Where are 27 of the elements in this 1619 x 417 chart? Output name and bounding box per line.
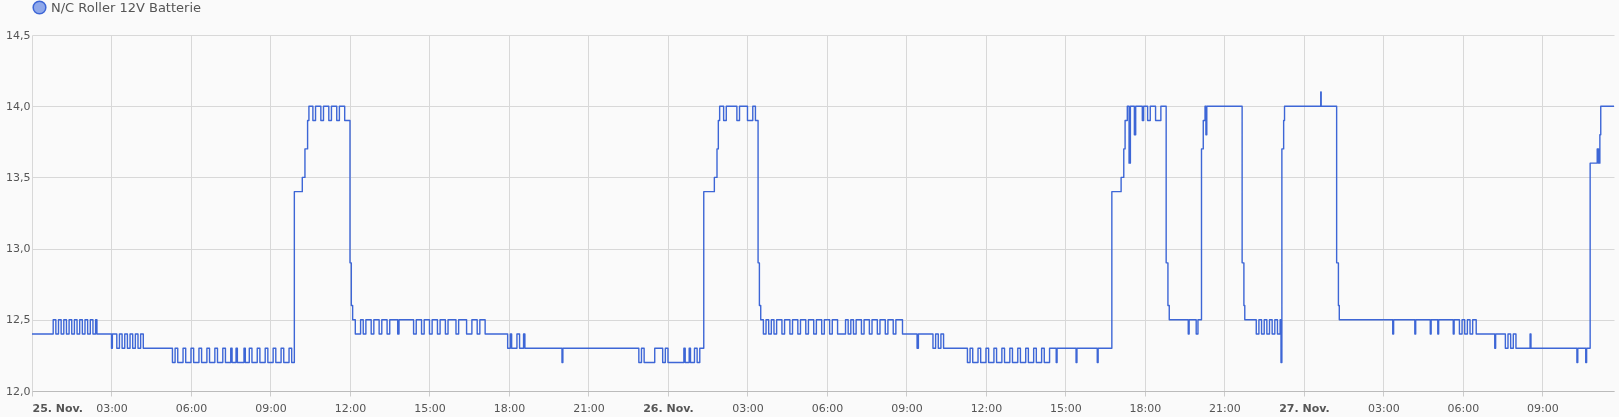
x-tick-label: 21:00 — [1209, 401, 1241, 415]
y-tick-label: 12,5 — [6, 313, 31, 327]
y-tick-label: 12,0 — [6, 384, 31, 398]
legend-label: N/C Roller 12V Batterie — [51, 0, 202, 15]
x-tick-label: 09:00 — [1527, 401, 1559, 415]
x-tick-label: 27. Nov. — [1279, 401, 1330, 415]
x-tick-label: 15:00 — [414, 401, 446, 415]
x-tick-label: 15:00 — [1050, 401, 1082, 415]
y-tick-label: 14,5 — [6, 28, 31, 42]
y-tick-label: 13,0 — [6, 242, 31, 256]
x-tick-label: 06:00 — [811, 401, 844, 415]
x-tick-label: 09:00 — [891, 401, 923, 415]
x-tick-label: 12:00 — [334, 401, 367, 415]
x-tick-label: 06:00 — [175, 401, 208, 415]
x-tick-label: 26. Nov. — [643, 401, 694, 415]
x-tick-label: 25. Nov. — [32, 401, 84, 415]
x-tick-label: 12:00 — [970, 401, 1003, 415]
y-tick-label: 14,0 — [6, 99, 31, 113]
x-tick-label: 09:00 — [255, 401, 287, 415]
x-tick-label: 21:00 — [573, 401, 605, 415]
x-tick-label: 18:00 — [493, 401, 526, 415]
x-tick-label: 06:00 — [1447, 401, 1480, 415]
x-tick-label: 03:00 — [732, 401, 764, 415]
x-tick-label: 03:00 — [96, 401, 128, 415]
x-tick-label: 03:00 — [1368, 401, 1400, 415]
y-tick-label: 13,5 — [6, 170, 31, 184]
x-tick-label: 18:00 — [1129, 401, 1162, 415]
